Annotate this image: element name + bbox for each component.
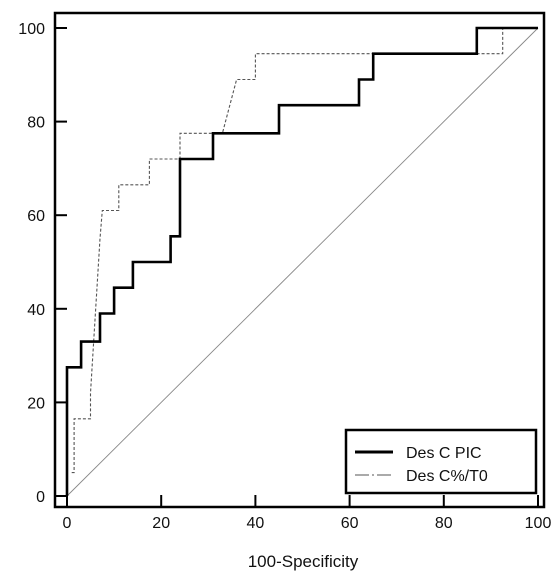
- legend-label-des-c-pic: Des C PIC: [406, 445, 482, 462]
- x-tick-label: 80: [435, 515, 453, 532]
- series-line-des-c-t0: [71, 27, 538, 474]
- legend-label-des-c-t0: Des C%/T0: [406, 468, 488, 485]
- x-tick-label: 60: [341, 515, 359, 532]
- y-tick-label: 100: [18, 21, 45, 38]
- series-line-des-c-pic: [65, 26, 538, 496]
- y-tick-label: 60: [27, 208, 45, 225]
- legend-box: [344, 428, 538, 495]
- reference-diagonal-line: [66, 27, 539, 497]
- x-tick-label: 40: [247, 515, 265, 532]
- x-axis-title: 100-Specificity: [248, 552, 359, 571]
- y-tick-label: 20: [27, 395, 45, 412]
- y-tick-label: 40: [27, 302, 45, 319]
- x-tick-label: 0: [63, 515, 72, 532]
- legend: Des C PIC Des C%/T0: [344, 428, 538, 495]
- x-tick-label: 20: [152, 515, 170, 532]
- plot-frame: [53, 11, 546, 509]
- plot-border: [53, 11, 546, 509]
- tick-layer: 0 20 40 60 80 100 0 20 40 60 80 100: [18, 21, 551, 532]
- x-tick-label: 100: [525, 515, 552, 532]
- y-tick-label: 80: [27, 115, 45, 132]
- y-tick-label: 0: [36, 489, 45, 506]
- series-layer: [65, 26, 539, 497]
